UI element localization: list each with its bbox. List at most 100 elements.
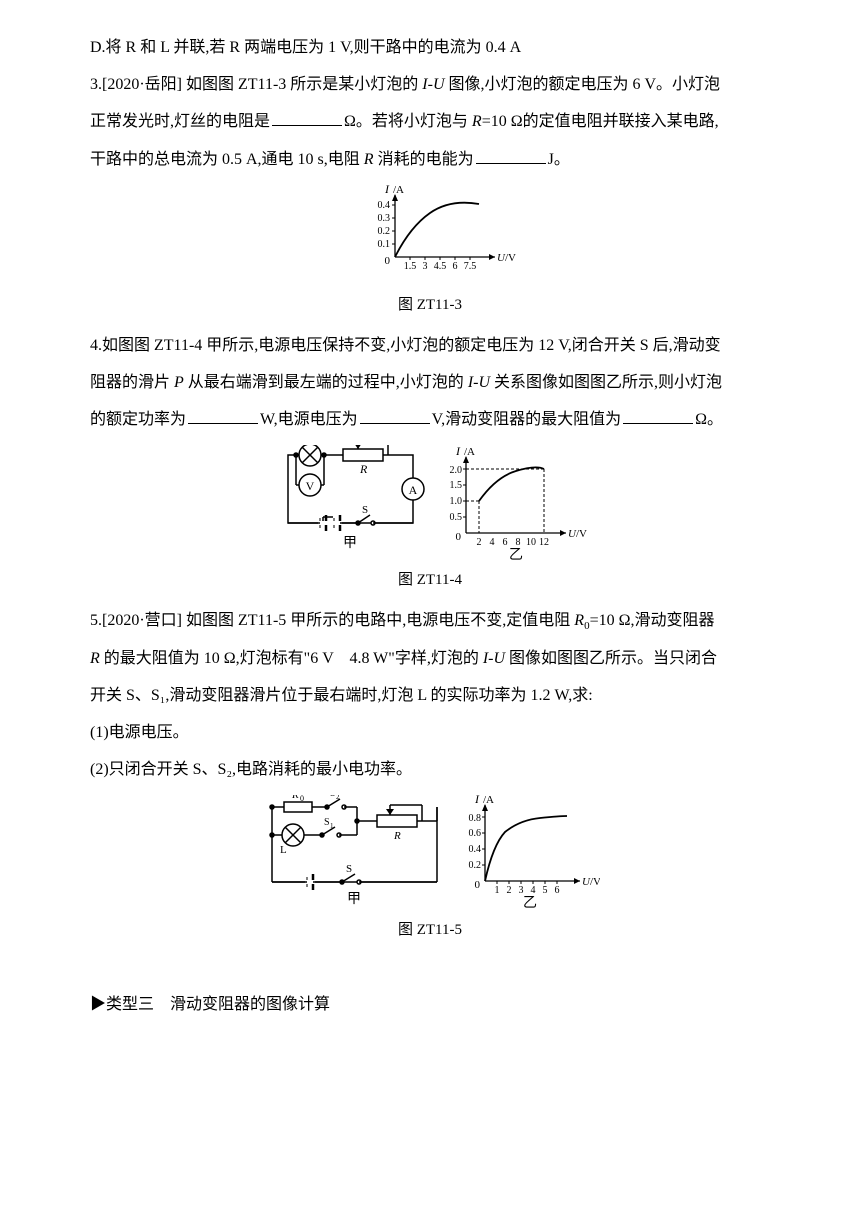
c3-xt0: 1.5 xyxy=(404,261,417,272)
c4y1: 1.0 xyxy=(449,496,462,507)
fig3-caption: 图 ZT11-3 xyxy=(90,289,770,322)
blank-3 xyxy=(188,407,258,425)
c5x3: 4 xyxy=(531,885,536,896)
q5-l3: 开关 S、S₁,滑动变阻器滑片位于最右端时,灯泡 L 的实际功率为 1.2 W,… xyxy=(90,687,593,704)
svg-text:I: I xyxy=(384,185,390,196)
figure-zt11-3: I/A U/V 0 0.1 0.2 0.3 0.4 1.5 3 4.5 6 7.… xyxy=(90,185,770,285)
q5-l2b: 图像如图图乙所示。当只闭合 xyxy=(505,650,717,667)
chart-3-svg: I/A U/V 0 0.1 0.2 0.3 0.4 1.5 3 4.5 6 7.… xyxy=(340,185,520,285)
c5y2: 0.6 xyxy=(469,828,482,839)
q5-s1: (1)电源电压。 xyxy=(90,724,189,741)
fig4-caption: 图 ZT11-4 xyxy=(90,564,770,597)
c4x5: 12 xyxy=(539,537,549,548)
svg-text:/A: /A xyxy=(393,185,404,196)
q4-l3a: 的额定功率为 xyxy=(90,411,186,428)
svg-text:S: S xyxy=(362,504,368,516)
blank-1 xyxy=(272,109,342,127)
chart-5-svg: I/A U/V 0 0.2 0.4 0.6 0.8 1 2 3 4 5 6 乙 xyxy=(450,795,600,910)
svg-text:I: I xyxy=(474,795,480,806)
q4-l3d: Ω。 xyxy=(695,411,723,428)
c5x5: 6 xyxy=(555,885,560,896)
svg-text:S: S xyxy=(324,817,330,828)
c4x4: 10 xyxy=(526,537,536,548)
q4-line3: 的额定功率为 W,电源电压为 V,滑动变阻器的最大阻值为 Ω。 xyxy=(90,402,770,437)
c4x2: 6 xyxy=(502,537,507,548)
svg-text:2: 2 xyxy=(336,795,340,801)
q5-l1b: =10 Ω,滑动变阻器 xyxy=(590,612,715,629)
q5-s2: (2)只闭合开关 S、S₂,电路消耗的最小电功率。 xyxy=(90,761,412,778)
blank-5 xyxy=(623,407,693,425)
c4y0: 0.5 xyxy=(449,512,462,523)
c5y1: 0.4 xyxy=(469,844,482,855)
circuit-4-svg: L P R A V S xyxy=(273,445,428,560)
r0-var: R xyxy=(574,612,584,629)
svg-text:甲: 甲 xyxy=(347,892,361,907)
svg-text:I: I xyxy=(455,445,461,458)
blank-2 xyxy=(476,146,546,164)
c3-xt1: 3 xyxy=(423,261,428,272)
c3-yt2: 0.3 xyxy=(378,213,391,224)
q4-line2: 阻器的滑片 P 从最右端滑到最左端的过程中,小灯泡的 I-U 关系图像如图图乙所… xyxy=(90,365,770,400)
q3-l3b: 消耗的电能为 xyxy=(374,151,474,168)
figure-zt11-5: R0 S2 L S1 R S xyxy=(90,795,770,910)
c3-yt3: 0.4 xyxy=(378,200,391,211)
c4x0: 2 xyxy=(476,537,481,548)
q5-l2a: 的最大阻值为 10 Ω,灯泡标有"6 V 4.8 W"字样,灯泡的 xyxy=(100,650,483,667)
svg-text:乙: 乙 xyxy=(523,895,537,910)
option-d: D.将 R 和 L 并联,若 R 两端电压为 1 V,则干路中的电流为 0.4 … xyxy=(90,30,770,65)
q5-line1: 5.[2020·营口] 如图图 ZT11-5 甲所示的电路中,电源电压不变,定值… xyxy=(90,603,770,638)
q4-l3b: W,电源电压为 xyxy=(260,411,358,428)
svg-text:R: R xyxy=(393,830,401,842)
svg-text:/V: /V xyxy=(576,528,587,540)
p-var: P xyxy=(174,374,184,391)
svg-text:0: 0 xyxy=(475,879,481,891)
svg-text:/V: /V xyxy=(505,252,516,264)
q3-l1a: 3.[2020·岳阳] 如图图 ZT11-3 所示是某小灯泡的 xyxy=(90,76,422,93)
q4-line1: 4.如图图 ZT11-4 甲所示,电源电压保持不变,小灯泡的额定电压为 12 V… xyxy=(90,328,770,363)
q5-l1a: 5.[2020·营口] 如图图 ZT11-5 甲所示的电路中,电源电压不变,定值… xyxy=(90,612,574,629)
svg-text:L: L xyxy=(298,445,305,446)
svg-text:/A: /A xyxy=(464,446,475,458)
c4y2: 1.5 xyxy=(449,480,462,491)
svg-text:乙: 乙 xyxy=(509,547,523,560)
fig5-caption: 图 ZT11-5 xyxy=(90,914,770,947)
q3-line3: 干路中的总电流为 0.5 A,通电 10 s,电阻 R 消耗的电能为J。 xyxy=(90,142,770,177)
c5x4: 5 xyxy=(543,885,548,896)
c5x2: 3 xyxy=(519,885,524,896)
circuit-5-svg: R0 S2 L S1 R S xyxy=(260,795,450,910)
c5x1: 2 xyxy=(507,885,512,896)
section-type-3: ▶类型三 滑动变阻器的图像计算 xyxy=(90,987,770,1022)
svg-text:0: 0 xyxy=(385,255,391,267)
svg-text:0: 0 xyxy=(300,795,304,803)
q3-line2: 正常发光时,灯丝的电阻是Ω。若将小灯泡与 R=10 Ω的定值电阻并联接入某电路, xyxy=(90,104,770,139)
c3-yt1: 0.2 xyxy=(378,226,391,237)
c5y3: 0.8 xyxy=(469,813,482,824)
q3-l3a: 干路中的总电流为 0.5 A,通电 10 s,电阻 xyxy=(90,151,364,168)
section-text: ▶类型三 滑动变阻器的图像计算 xyxy=(90,996,330,1013)
figure-zt11-4: L P R A V S xyxy=(90,445,770,560)
svg-text:0: 0 xyxy=(455,531,461,543)
svg-text:V: V xyxy=(305,479,314,493)
q4-l3c: V,滑动变阻器的最大阻值为 xyxy=(432,411,622,428)
svg-text:S: S xyxy=(330,795,336,799)
svg-text:/V: /V xyxy=(590,876,600,888)
q5-line2: R 的最大阻值为 10 Ω,灯泡标有"6 V 4.8 W"字样,灯泡的 I-U … xyxy=(90,641,770,676)
q4-l2a: 阻器的滑片 xyxy=(90,374,174,391)
q3-l3c: J。 xyxy=(548,151,570,168)
c3-xt2: 4.5 xyxy=(434,261,447,272)
svg-text:L: L xyxy=(280,844,287,856)
blank-4 xyxy=(360,407,430,425)
iu-label-2: I-U xyxy=(468,374,490,391)
q5-line3: 开关 S、S₁,滑动变阻器滑片位于最右端时,灯泡 L 的实际功率为 1.2 W,… xyxy=(90,678,770,713)
c4y3: 2.0 xyxy=(449,465,462,476)
svg-text:A: A xyxy=(408,483,417,497)
c5y0: 0.2 xyxy=(469,860,482,871)
q3-line1: 3.[2020·岳阳] 如图图 ZT11-3 所示是某小灯泡的 I-U 图像,小… xyxy=(90,67,770,102)
c4x3: 8 xyxy=(515,537,520,548)
svg-text:1: 1 xyxy=(330,822,334,830)
option-d-text: D.将 R 和 L 并联,若 R 两端电压为 1 V,则干路中的电流为 0.4 … xyxy=(90,39,521,56)
svg-text:R: R xyxy=(359,462,368,476)
c3-xt4: 7.5 xyxy=(464,261,477,272)
c5x0: 1 xyxy=(495,885,500,896)
svg-text:/A: /A xyxy=(483,795,494,806)
